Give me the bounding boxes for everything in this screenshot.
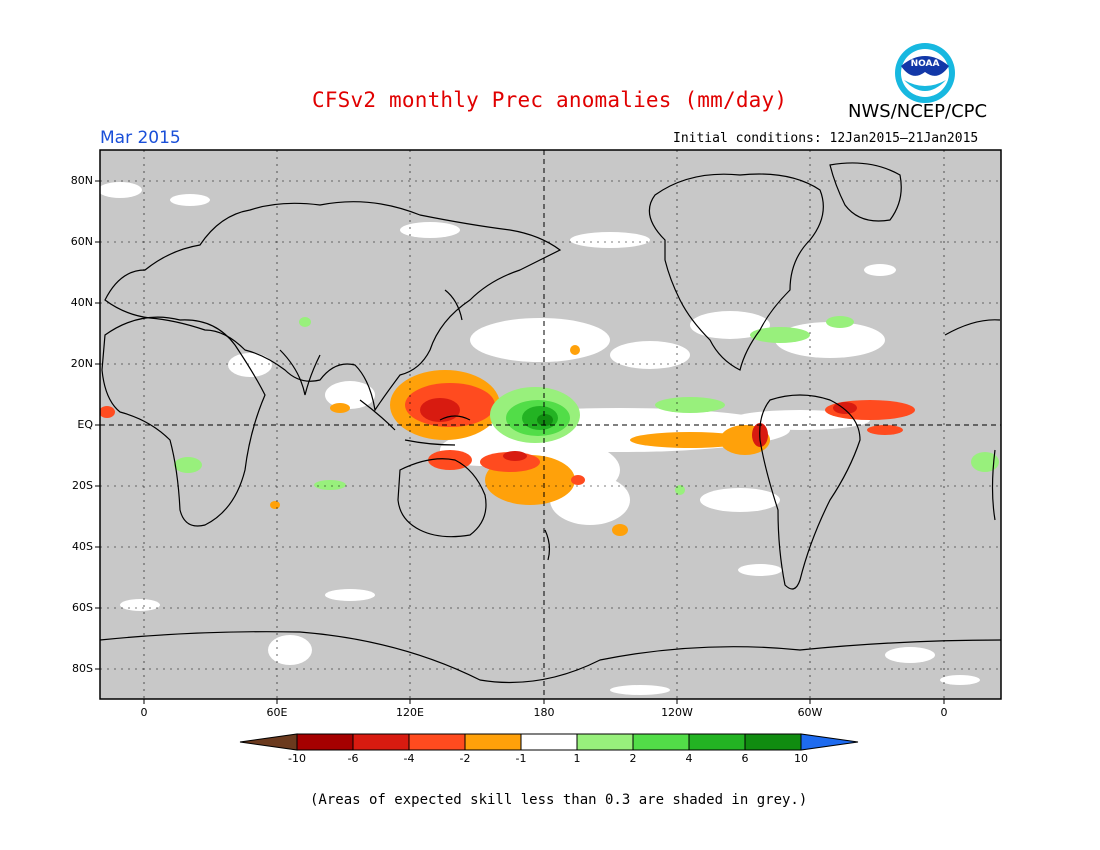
lat-label-40s: 40S <box>72 540 93 553</box>
noaa-logo-text: NOAA <box>911 59 940 69</box>
colorbar-cell-9 <box>744 733 802 751</box>
lat-label-60n: 60N <box>70 235 93 248</box>
colorbar-tick-label: -10 <box>288 752 306 765</box>
colorbar-tick-label: -4 <box>403 752 415 765</box>
lat-label-60s: 60S <box>72 601 93 614</box>
colorbar-tick-label: 1 <box>573 752 581 765</box>
lat-label-80n: 80N <box>70 174 93 187</box>
axis-ticks <box>95 180 945 704</box>
colorbar-cell-1 <box>296 733 354 751</box>
colorbar-cell-4 <box>464 733 522 751</box>
precip-anomaly-map <box>95 149 1002 704</box>
colorbar-cell-6 <box>576 733 634 751</box>
colorbar-cell-3 <box>408 733 466 751</box>
lon-label-120w: 120W <box>661 706 693 719</box>
colorbar-tick-label: 6 <box>741 752 749 765</box>
equator-dateline <box>100 150 1001 699</box>
anomaly-layer <box>100 182 999 695</box>
lon-label-180: 180 <box>533 706 555 719</box>
lat-label-40n: 40N <box>70 296 93 309</box>
colorbar-tick-label: -2 <box>459 752 471 765</box>
wet-patches <box>174 316 999 495</box>
lat-label-eq: EQ <box>77 418 93 431</box>
colorbar-cell-8 <box>688 733 746 751</box>
lat-label-20n: 20N <box>70 357 93 370</box>
graticule <box>100 150 1001 699</box>
agency-label: NWS/NCEP/CPC <box>848 101 988 122</box>
noaa-logo: NOAA <box>895 43 955 103</box>
lon-label-0-west: 0 <box>140 706 148 719</box>
coastlines <box>100 162 1001 684</box>
map-frame <box>99 149 1002 700</box>
lon-label-60w: 60W <box>797 706 823 719</box>
lon-label-120e: 120E <box>396 706 424 719</box>
lat-label-80s: 80S <box>72 662 93 675</box>
colorbar-tick-label: 4 <box>685 752 693 765</box>
colorbar-cell-5 <box>520 733 578 751</box>
colorbar-cell-7 <box>632 733 690 751</box>
lon-label-0-east: 0 <box>940 706 948 719</box>
colorbar-cell-below-min <box>239 733 298 751</box>
colorbar-tick-label: 2 <box>629 752 637 765</box>
map-title: CFSv2 monthly Prec anomalies (mm/day) <box>312 88 788 112</box>
dry-patches <box>100 345 915 536</box>
colorbar-tick-label: 10 <box>794 752 808 765</box>
lat-label-20s: 20S <box>72 479 93 492</box>
initial-conditions: Initial conditions: 12Jan2015–21Jan2015 <box>673 131 979 146</box>
lon-label-60e: 60E <box>266 706 288 719</box>
valid-month: Mar 2015 <box>100 128 181 148</box>
colorbar-tick-label: -1 <box>515 752 527 765</box>
colorbar-cell-2 <box>352 733 410 751</box>
skill-footnote: (Areas of expected skill less than 0.3 a… <box>310 792 808 808</box>
colorbar-tick-label: -6 <box>347 752 359 765</box>
colorbar-cell-above-max <box>800 733 859 751</box>
